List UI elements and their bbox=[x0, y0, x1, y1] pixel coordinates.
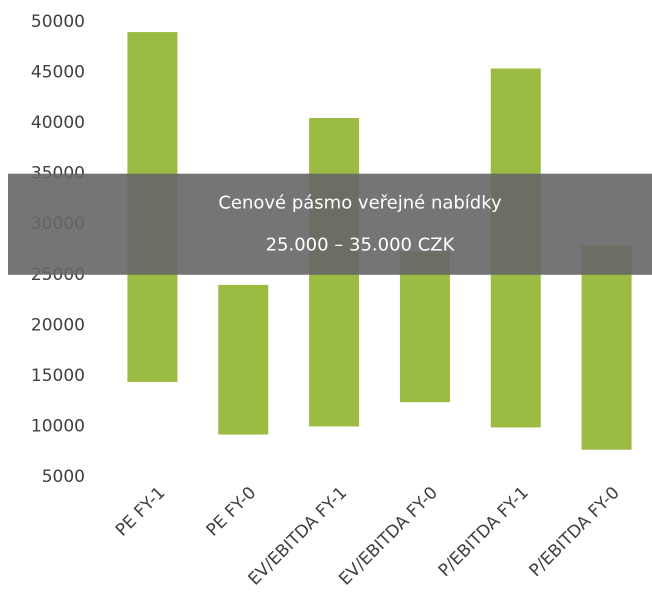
y-tick-label: 5000 bbox=[42, 467, 85, 487]
bar bbox=[218, 284, 269, 435]
y-tick-label: 10000 bbox=[31, 416, 85, 436]
x-tick-label: PE FY-1 bbox=[112, 483, 170, 541]
y-tick-label: 20000 bbox=[31, 315, 85, 335]
y-tick-label: 40000 bbox=[31, 113, 85, 133]
band-label: 25.000 – 35.000 CZK bbox=[266, 235, 456, 256]
x-tick-label: P/EBITDA FY-1 bbox=[435, 483, 533, 581]
bar bbox=[581, 245, 632, 450]
y-tick-label: 45000 bbox=[31, 63, 85, 83]
x-tick-label: EV/EBITDA FY-1 bbox=[245, 483, 352, 590]
price-band bbox=[8, 173, 652, 275]
band-label: Cenové pásmo veřejné nabídky bbox=[218, 193, 502, 214]
x-tick-label: PE FY-0 bbox=[203, 483, 261, 541]
bar bbox=[399, 251, 450, 403]
x-tick-label: EV/EBITDA FY-0 bbox=[335, 483, 442, 590]
y-tick-label: 15000 bbox=[31, 366, 85, 386]
y-tick-label: 50000 bbox=[31, 12, 85, 32]
x-tick-label: P/EBITDA FY-0 bbox=[526, 483, 624, 581]
